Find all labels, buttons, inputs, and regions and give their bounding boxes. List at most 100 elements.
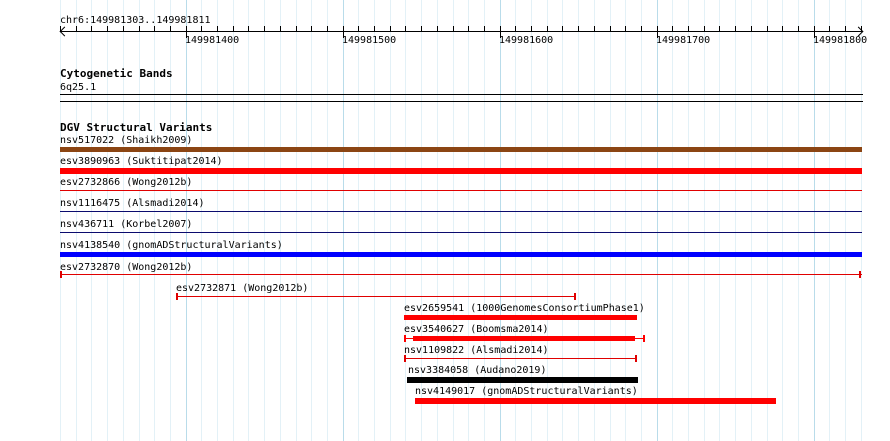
grid-line xyxy=(76,0,77,441)
track-title: DGV Structural Variants xyxy=(60,121,213,134)
ruler-tick xyxy=(60,26,61,31)
grid-line xyxy=(500,0,501,441)
cytoband-label: 6q25.1 xyxy=(60,82,97,93)
grid-line xyxy=(374,0,375,441)
ruler-tick xyxy=(123,26,124,31)
feature-label: nsv3384058 (Audano2019) xyxy=(408,365,547,376)
grid-line xyxy=(484,0,485,441)
ruler-tick xyxy=(233,26,234,31)
sv-feature[interactable] xyxy=(60,147,862,152)
ruler-tick xyxy=(343,26,344,38)
tick-label: 149981500 xyxy=(342,35,397,46)
grid-line xyxy=(107,0,108,441)
sv-feature-cap xyxy=(176,293,178,300)
ruler-tick xyxy=(358,26,359,31)
grid-line xyxy=(531,0,532,441)
tick-label: 149981700 xyxy=(656,35,711,46)
ruler-tick xyxy=(421,26,422,31)
feature-label: esv2732870 (Wong2012b) xyxy=(60,262,193,273)
grid-line xyxy=(170,0,171,441)
ruler-tick xyxy=(798,26,799,31)
grid-line xyxy=(594,0,595,441)
grid-line xyxy=(311,0,312,441)
feature-label: esv2732871 (Wong2012b) xyxy=(176,283,309,294)
sv-feature[interactable] xyxy=(60,211,862,212)
cytoband-outline-bottom xyxy=(60,101,863,102)
ruler-tick xyxy=(547,26,548,31)
sv-feature-cap xyxy=(60,271,62,278)
grid-line xyxy=(217,0,218,441)
sv-feature[interactable] xyxy=(60,168,862,174)
cytoband-outline-top xyxy=(60,94,863,95)
ruler-tick xyxy=(719,26,720,31)
feature-label: esv2732866 (Wong2012b) xyxy=(60,177,193,188)
ruler-tick xyxy=(515,26,516,31)
grid-line xyxy=(186,0,187,441)
ruler-tick xyxy=(107,26,108,31)
grid-line xyxy=(751,0,752,441)
grid-line xyxy=(657,0,658,441)
grid-line xyxy=(688,0,689,441)
sv-feature[interactable] xyxy=(60,190,862,191)
sv-feature[interactable] xyxy=(407,377,638,383)
sv-feature[interactable] xyxy=(177,296,576,297)
ruler-tick xyxy=(437,26,438,31)
sv-feature-cap xyxy=(574,293,576,300)
grid-line xyxy=(578,0,579,441)
grid-line xyxy=(264,0,265,441)
grid-line xyxy=(845,0,846,441)
ruler-tick xyxy=(814,26,815,38)
grid-line xyxy=(405,0,406,441)
sv-feature[interactable] xyxy=(60,274,862,275)
feature-label: esv3890963 (Suktitipat2014) xyxy=(60,156,223,167)
grid-line xyxy=(201,0,202,441)
grid-line xyxy=(327,0,328,441)
grid-line xyxy=(343,0,344,441)
grid-line xyxy=(798,0,799,441)
ruler-tick xyxy=(500,26,501,38)
sv-feature[interactable] xyxy=(415,398,776,404)
ruler-tick xyxy=(327,26,328,31)
ruler-tick xyxy=(453,26,454,31)
grid-line xyxy=(782,0,783,441)
grid-line xyxy=(280,0,281,441)
ruler-tick xyxy=(374,26,375,31)
ruler-tick xyxy=(610,26,611,31)
ruler-tick xyxy=(311,26,312,31)
ruler-tick xyxy=(751,26,752,31)
tick-label: 149981600 xyxy=(499,35,554,46)
grid-line xyxy=(421,0,422,441)
grid-line xyxy=(233,0,234,441)
ruler-tick xyxy=(531,26,532,31)
sv-feature-thick xyxy=(413,336,635,341)
sv-feature[interactable] xyxy=(60,232,862,233)
sv-feature-cap xyxy=(404,355,406,362)
grid-line xyxy=(390,0,391,441)
grid-line xyxy=(123,0,124,441)
ruler-tick xyxy=(704,26,705,31)
feature-label: nsv1116475 (Alsmadi2014) xyxy=(60,198,205,209)
sv-feature-cap xyxy=(643,335,645,342)
sv-feature-cap xyxy=(859,271,861,278)
ruler-tick xyxy=(861,26,862,31)
grid-line xyxy=(437,0,438,441)
ruler-tick xyxy=(248,26,249,31)
sv-feature[interactable] xyxy=(404,358,637,359)
grid-line xyxy=(248,0,249,441)
sv-feature[interactable] xyxy=(404,315,637,320)
grid-line xyxy=(814,0,815,441)
location-label: chr6:149981303..149981811 xyxy=(60,15,211,26)
feature-label: nsv436711 (Korbel2007) xyxy=(60,219,193,230)
ruler-tick xyxy=(641,26,642,31)
feature-label: nsv517022 (Shaikh2009) xyxy=(60,135,193,146)
grid-line xyxy=(719,0,720,441)
ruler-tick xyxy=(829,26,830,31)
sv-feature-cap xyxy=(404,335,406,342)
grid-line xyxy=(641,0,642,441)
ruler-tick xyxy=(280,26,281,31)
grid-line xyxy=(861,0,862,441)
sv-feature[interactable] xyxy=(60,252,862,257)
feature-label: nsv1109822 (Alsmadi2014) xyxy=(404,345,549,356)
grid-line xyxy=(547,0,548,441)
